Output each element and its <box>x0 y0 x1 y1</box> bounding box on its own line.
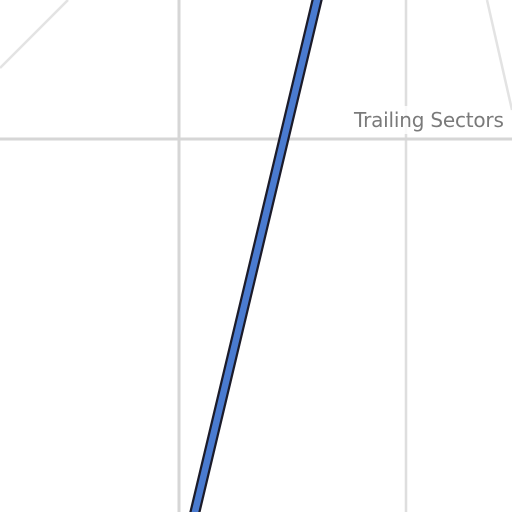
minor-road-diagonal-right <box>485 0 512 111</box>
minor-road-diagonal-left <box>0 0 69 69</box>
street-label: Trailing Sectors <box>353 106 505 134</box>
route-line[interactable] <box>189 0 323 512</box>
